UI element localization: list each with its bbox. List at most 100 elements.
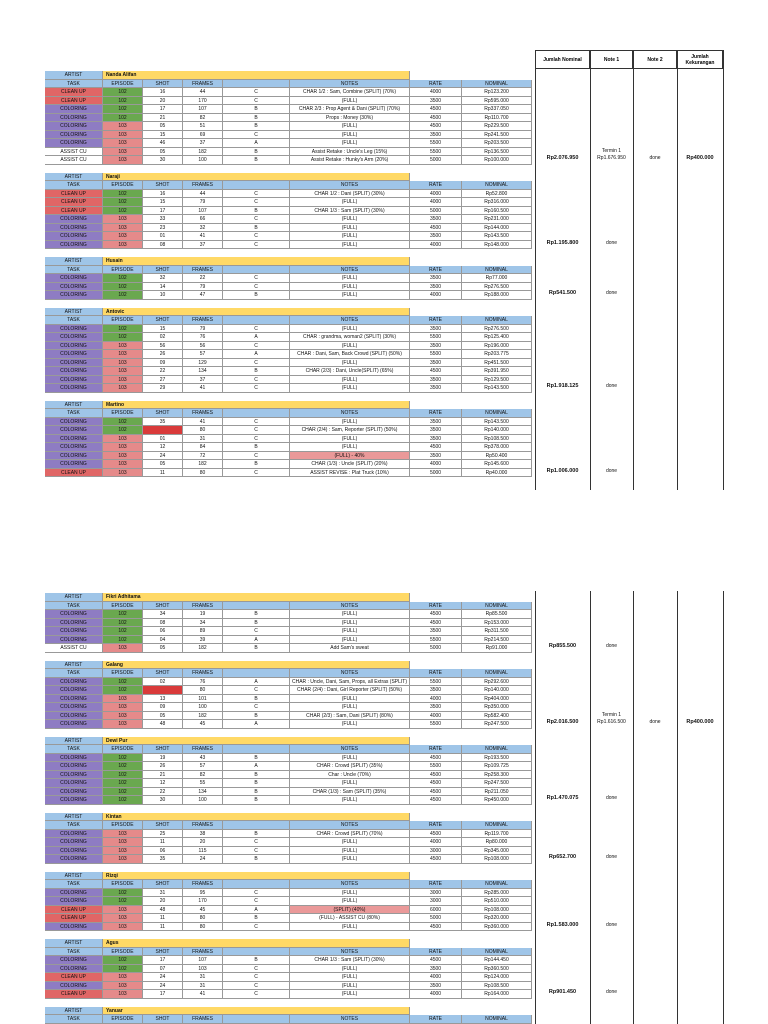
nominal-cell: Rp214.500: [462, 635, 532, 644]
episode-cell: 103: [103, 846, 143, 855]
notes-cell: (FULL): [290, 240, 410, 249]
task-cell: COLORING: [45, 375, 103, 384]
shot-cell: 24: [143, 973, 183, 982]
shot-cell: 33: [143, 215, 183, 224]
column-header: NOTES: [290, 745, 410, 754]
artist-name: Rizqi: [103, 871, 410, 880]
episode-cell: 103: [103, 838, 143, 847]
nominal-cell: Rp108.000: [462, 855, 532, 864]
task-cell: COLORING: [45, 703, 103, 712]
episode-cell: 103: [103, 147, 143, 156]
grade-cell: C: [223, 973, 290, 982]
rate-cell: 4500: [410, 829, 462, 838]
grade-cell: C: [223, 375, 290, 384]
note-1: Rp1.676.950: [597, 155, 626, 161]
nominal-cell: Rp52.800: [462, 189, 532, 198]
column-header: FRAMES: [183, 316, 223, 325]
notes-cell: Assist Retake : Uncle's Leg (15%): [290, 147, 410, 156]
nominal-cell: Rp140.000: [462, 686, 532, 695]
grade-cell: C: [223, 426, 290, 435]
frames-cell: 84: [183, 443, 223, 452]
notes-cell: (FULL): [290, 358, 410, 367]
shot-cell: 14: [143, 282, 183, 291]
episode-cell: 102: [103, 796, 143, 805]
column-header: NOMINAL: [462, 265, 532, 274]
grade-cell: A: [223, 139, 290, 148]
notes-cell: (FULL): [290, 618, 410, 627]
nominal-cell: Rp80.000: [462, 838, 532, 847]
frames-cell: 107: [183, 206, 223, 215]
grade-cell: C: [223, 434, 290, 443]
note-1: Termin 1: [601, 148, 622, 154]
rate-cell: 4500: [410, 787, 462, 796]
note-1: done: [605, 383, 618, 389]
episode-cell: 103: [103, 829, 143, 838]
episode-cell: 103: [103, 703, 143, 712]
episode-cell: 102: [103, 282, 143, 291]
notes-cell: (FULL): [290, 846, 410, 855]
rate-cell: 3500: [410, 703, 462, 712]
grade-cell: C: [223, 358, 290, 367]
grade-cell: C: [223, 240, 290, 249]
nominal-cell: Rp110.700: [462, 113, 532, 122]
shot-cell: 15: [143, 324, 183, 333]
episode-cell: 102: [103, 610, 143, 619]
column-header: TASK: [45, 947, 103, 956]
grade-cell: A: [223, 905, 290, 914]
rate-cell: 3500: [410, 215, 462, 224]
side-column: [590, 591, 633, 1024]
task-cell: COLORING: [45, 635, 103, 644]
side-column: [677, 69, 723, 490]
episode-cell: 102: [103, 417, 143, 426]
rate-cell: 4500: [410, 779, 462, 788]
nominal-cell: Rp196.000: [462, 341, 532, 350]
frames-cell: 182: [183, 460, 223, 469]
column-header: EPISODE: [103, 669, 143, 678]
grade-cell: C: [223, 232, 290, 241]
shot-cell: 11: [143, 914, 183, 923]
nominal-cell: Rp143.500: [462, 232, 532, 241]
task-cell: COLORING: [45, 105, 103, 114]
notes-cell: (FULL): [290, 223, 410, 232]
artist-label: ARTIST: [45, 71, 103, 80]
rate-cell: 3500: [410, 324, 462, 333]
shot-cell: 11: [143, 838, 183, 847]
episode-cell: 102: [103, 888, 143, 897]
column-header: RATE: [410, 1015, 462, 1024]
task-cell: COLORING: [45, 240, 103, 249]
total-nominal: Rp1.583.000: [546, 921, 579, 928]
rate-cell: 4500: [410, 105, 462, 114]
nominal-cell: Rp320.000: [462, 914, 532, 923]
notes-cell: CHAR : Crowd (SPLIT) (70%): [290, 829, 410, 838]
shortfall: Rp400.000: [686, 155, 714, 161]
frames-cell: 79: [183, 324, 223, 333]
artist-name: Nanda Alifan: [103, 71, 410, 80]
column-header: TASK: [45, 265, 103, 274]
task-cell: ASSIST CU: [45, 644, 103, 653]
task-cell: COLORING: [45, 770, 103, 779]
artist-name: Husain: [103, 257, 410, 266]
grade-cell: C: [223, 964, 290, 973]
shot-cell: 12: [143, 443, 183, 452]
rate-cell: 4000: [410, 291, 462, 300]
shot-cell: 31: [143, 888, 183, 897]
frames-cell: 37: [183, 375, 223, 384]
episode-cell: 102: [103, 686, 143, 695]
rate-cell: 3500: [410, 232, 462, 241]
column-header: NOMINAL: [462, 821, 532, 830]
shot-cell: 35: [143, 855, 183, 864]
nominal-cell: Rp85.500: [462, 610, 532, 619]
column-header: NOTES: [290, 316, 410, 325]
nominal-cell: Rp129.500: [462, 375, 532, 384]
shot-cell: 12: [143, 779, 183, 788]
column-header: SHOT: [143, 265, 183, 274]
artist-label: ARTIST: [45, 1006, 103, 1015]
rate-cell: 3500: [410, 981, 462, 990]
episode-cell: 102: [103, 88, 143, 97]
frames-cell: 45: [183, 905, 223, 914]
column-header-blank: [223, 316, 290, 325]
rate-cell: 3500: [410, 434, 462, 443]
artist-name: Fikri Adhitama: [103, 593, 410, 602]
nominal-cell: Rp229.500: [462, 122, 532, 131]
task-cell: COLORING: [45, 686, 103, 695]
